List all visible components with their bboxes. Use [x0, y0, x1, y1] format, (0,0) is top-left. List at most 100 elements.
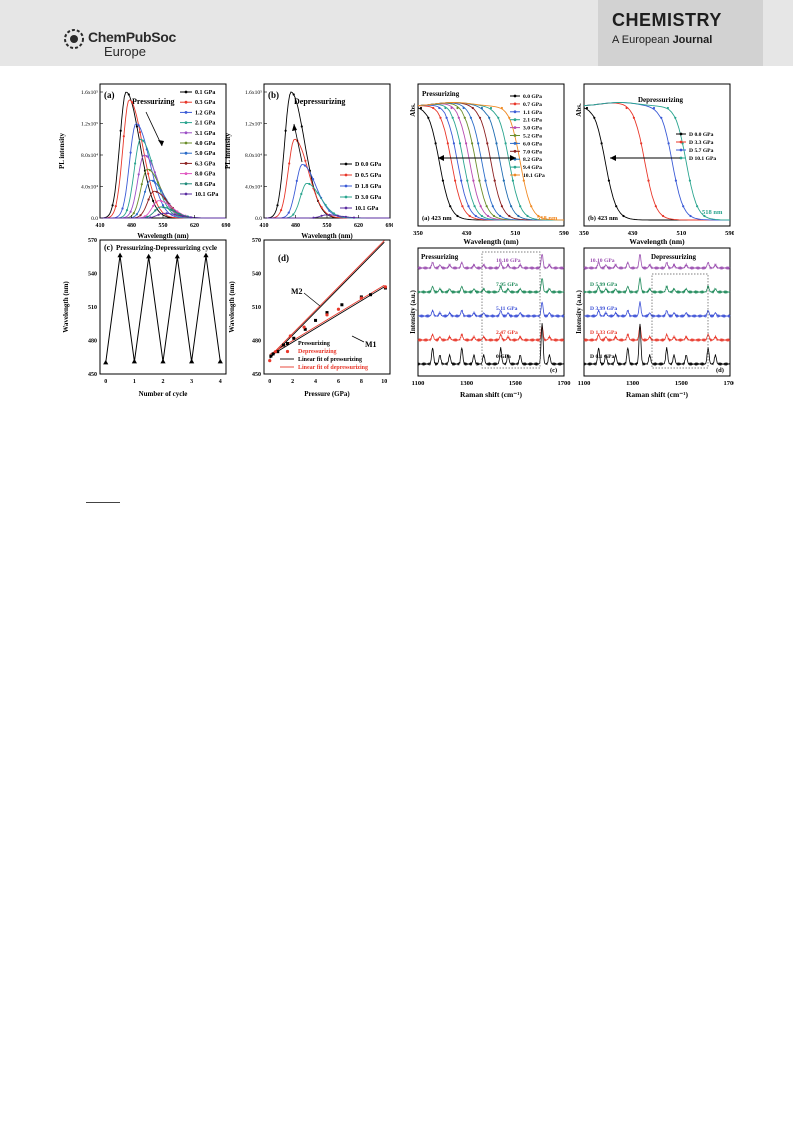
legend-marker: [344, 195, 348, 199]
absorption-marker: [445, 116, 448, 119]
raman-panel-d-curves: 10.10 GPa D 5.99 GPa D 3.99 GPa D 1.33 GPa D…: [583, 254, 731, 367]
spectrum-marker: [122, 135, 125, 138]
panel-c-ylabel: Wavelength (nm): [62, 281, 70, 333]
spectrum-marker: [292, 213, 295, 216]
spectrum-marker: [162, 206, 165, 209]
depressurizing-point: [273, 350, 278, 354]
spectrum-marker: [142, 139, 145, 142]
spectrum-curve: [100, 99, 226, 219]
absorption-marker: [537, 214, 540, 218]
x-tick-label: 620: [190, 223, 199, 229]
raman-trace: [583, 276, 731, 295]
raman-trace-label: 2.47 GPa: [496, 330, 518, 336]
spectrum-marker: [137, 173, 140, 176]
absorption-marker: [703, 214, 706, 218]
x-tick-label: 410: [96, 223, 105, 229]
panel-d-xlabel: Pressure (GPa): [304, 390, 350, 398]
legend-label: 10.1 GPa: [523, 173, 545, 179]
x-tick-label: 690: [386, 223, 394, 229]
legend-marker: [513, 134, 517, 137]
spectrum-marker: [320, 214, 323, 217]
spectrum-marker: [165, 212, 168, 215]
legend-label: 5.0 GPa: [195, 151, 215, 157]
absorption-marker: [485, 205, 488, 208]
panel-d-frame: [263, 239, 391, 375]
y-tick-label: 8.0x10⁴: [245, 153, 262, 159]
panel-d-m2-arrow: [303, 292, 321, 307]
abs-panel-b-label: (b) 423 nm: [588, 215, 619, 222]
legend-label: 8.0 GPa: [195, 172, 215, 178]
panel-d-m2: M2: [291, 287, 303, 296]
x-tick-label: 1500: [675, 380, 688, 387]
pressurizing-point: [269, 354, 273, 358]
cycle-line: [105, 255, 221, 363]
panel-c-xlabel: Number of cycle: [139, 390, 188, 398]
absorption-marker: [471, 142, 474, 145]
absorption-marker: [438, 106, 441, 110]
spectrum-marker: [129, 210, 132, 213]
absorption-marker: [674, 179, 677, 182]
panel-b-xlabel: Wavelength (nm): [301, 232, 353, 240]
raman-panel-c: Pressurizing 10.10 GPa 7.95 GPa 5.11 GPa 2.…: [409, 247, 571, 399]
spectrum-marker: [149, 216, 152, 219]
spectrum-marker: [153, 171, 156, 174]
panel-b-ylabel: PL intensity: [224, 133, 232, 169]
absorption-marker: [458, 142, 462, 145]
legend-marker: [513, 126, 517, 129]
spectrum-marker: [121, 207, 124, 210]
panel-a: (a) Pressurizing 0.0 4.0x10⁴ 8.0x10⁴ 1.2x10…: [58, 83, 231, 240]
raman-panel-d-xlabel: Raman shift (cm⁻¹): [626, 390, 689, 399]
x-tick-label: 430: [628, 230, 638, 237]
spectrum-marker: [160, 199, 163, 203]
legend-marker: [184, 172, 188, 175]
spectrum-marker: [147, 198, 150, 201]
panel-a-arrow-head: [158, 140, 164, 146]
abs-panel-a-label: (a) 423 nm: [422, 215, 452, 222]
legend-marker: [679, 132, 683, 136]
panel-c-yticks: 450 480 510 540 570: [88, 238, 97, 378]
abs-panel-a: Pressurizing 0.0 GPa 0.7 GPa 1.1 GPa 2.1 GP…: [409, 83, 569, 246]
raman-panel-c-annotation: Pressurizing: [421, 253, 459, 261]
raman-trace: [583, 325, 731, 343]
absorption-marker: [688, 179, 691, 182]
panel-d-xticks: 0 2 4 6 8 10: [268, 379, 387, 385]
raman-trace-label: 10.10 GPa: [590, 258, 615, 264]
y-tick-label: 4.0x10⁴: [81, 185, 98, 191]
abs-panel-a-xlabel: Wavelength (nm): [463, 237, 519, 246]
absorption-curve: [417, 102, 565, 221]
absorption-marker: [446, 142, 449, 145]
spectrum-marker: [139, 214, 142, 217]
x-tick-label: 3: [190, 379, 193, 385]
panel-c-label: (c): [104, 243, 113, 252]
panel-b: (b) Depressurizing 0.0 4.0x10⁴ 8.0x10⁴ 1.2x…: [224, 83, 394, 240]
absorption-marker: [454, 179, 457, 182]
abs-panel-a-arrow-tail: [438, 155, 444, 161]
absorption-marker: [666, 106, 669, 110]
cycle-point: [131, 358, 137, 364]
spectrum-marker: [280, 209, 283, 212]
depressurizing-point: [302, 325, 306, 329]
y-tick-label: 540: [252, 272, 261, 278]
abs-panel-b-legend: D 0.0 GPa D 3.3 GPa D 5.7 GPa D 10.1 GPa: [676, 132, 716, 162]
legend-label: 3.0 GPa: [523, 126, 542, 132]
legend-label: 7.0 GPa: [523, 149, 542, 155]
raman-trace: [417, 323, 565, 367]
absorption-marker: [486, 214, 490, 218]
cycle-point: [189, 358, 195, 364]
legend-label: 6.3 GPa: [195, 161, 215, 167]
absorption-marker: [526, 214, 529, 218]
spectrum-marker: [163, 197, 166, 200]
absorption-marker: [427, 116, 430, 119]
y-tick-label: 450: [88, 372, 97, 378]
legend-label: D 0.0 GPa: [355, 162, 381, 168]
spectrum-marker: [170, 208, 173, 212]
absorption-curve: [583, 102, 731, 221]
pressurizing-point: [292, 336, 296, 340]
spectrum-marker: [181, 215, 184, 218]
legend-label: Depressurizing: [298, 349, 337, 355]
raman-trace-label: 5.11 GPa: [496, 306, 518, 312]
raman-panel-d-ylabel: Intensity (a.u.): [575, 289, 583, 333]
publisher-name: ChemPubSoc: [88, 29, 177, 45]
x-tick-label: 1100: [578, 380, 591, 387]
y-tick-label: 1.6x10⁵: [81, 90, 98, 96]
